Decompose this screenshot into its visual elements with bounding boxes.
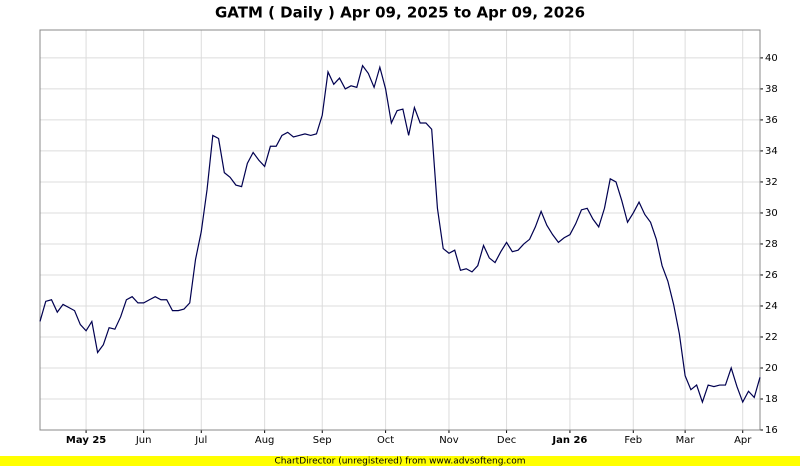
y-tick-label: 16 — [765, 425, 778, 436]
x-tick-label: Oct — [377, 435, 394, 446]
footer-bar — [0, 456, 800, 466]
plot-frame — [39, 29, 761, 431]
chart-title: GATM ( Daily ) Apr 09, 2025 to Apr 09, 2… — [215, 4, 585, 22]
y-tick-label: 30 — [765, 208, 778, 219]
y-tick-label: 18 — [765, 394, 778, 405]
x-tick-label: Jun — [135, 435, 152, 446]
x-tick-label: Dec — [497, 435, 516, 446]
footer: ChartDirector (unregistered) from www.ad… — [274, 457, 525, 466]
y-tick-label: 36 — [765, 115, 778, 126]
price-line — [39, 64, 761, 404]
y-tick-label: 28 — [765, 239, 778, 250]
y-tick-label: 40 — [765, 53, 778, 64]
x-tick-label: Apr — [734, 435, 752, 446]
y-tick-label: 26 — [765, 270, 778, 281]
x-tick-label: Sep — [313, 435, 332, 446]
x-tick-label: Jul — [194, 435, 207, 446]
x-tick-label: Nov — [439, 435, 459, 446]
y-tick-label: 32 — [765, 177, 778, 188]
y-tick-label: 24 — [765, 301, 778, 312]
x-tick-label: Jan 26 — [551, 435, 587, 446]
y-tick-label: 34 — [765, 146, 778, 157]
plot-area — [40, 30, 760, 430]
x-tick-label: Aug — [255, 435, 275, 446]
y-tick-label: 38 — [765, 84, 778, 95]
y-tick-label: 20 — [765, 363, 778, 374]
x-tick-label: Feb — [624, 435, 642, 446]
x-tick-label: Mar — [676, 435, 696, 446]
y-tick-label: 22 — [765, 332, 778, 343]
x-tick-label: May 25 — [66, 435, 106, 446]
